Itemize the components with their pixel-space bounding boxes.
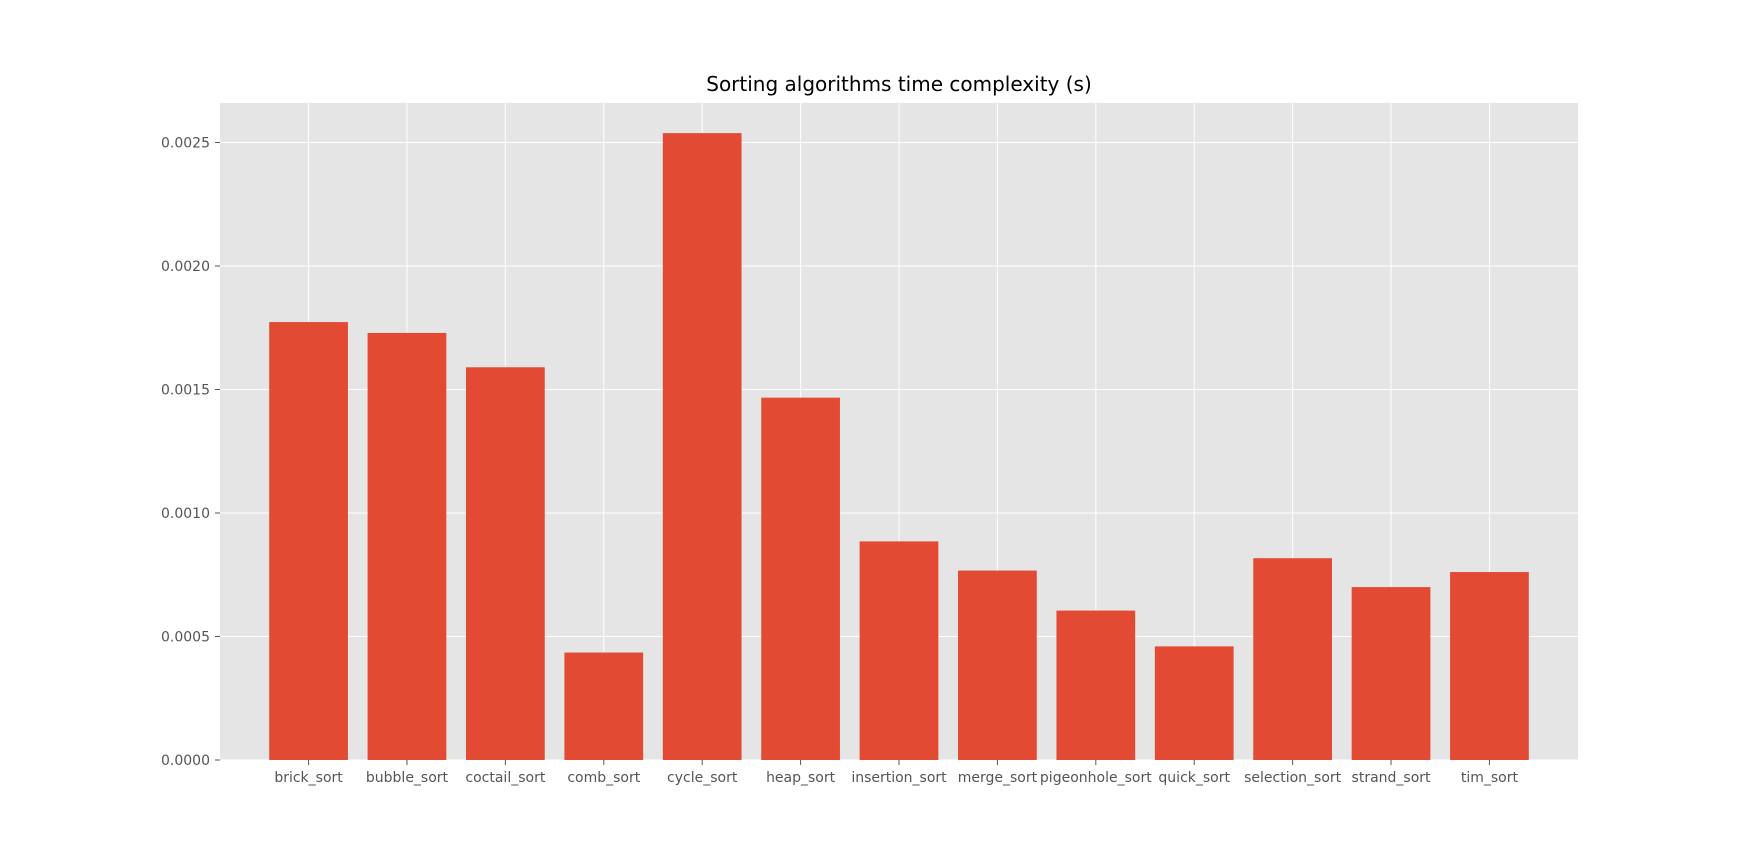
x-tick-label: cycle_sort — [667, 770, 738, 786]
y-tick-label: 0.0020 — [161, 259, 210, 275]
bars — [269, 133, 1529, 761]
chart-title: Sorting algorithms time complexity (s) — [706, 72, 1092, 96]
x-tick-label: selection_sort — [1244, 770, 1342, 786]
x-tick-label: comb_sort — [567, 770, 640, 786]
y-tick-label: 0.0010 — [161, 506, 210, 522]
x-tick-label: tim_sort — [1461, 770, 1519, 786]
bar-selection_sort — [1253, 558, 1332, 760]
y-axis-ticks: 0.0000 0.0005 0.0010 0.0015 0.0020 0.0025 — [161, 136, 220, 769]
x-tick-label: merge_sort — [958, 770, 1038, 786]
x-axis-ticks: brick_sort bubble_sort coctail_sort comb_so… — [274, 760, 1519, 786]
x-tick-label: pigeonhole_sort — [1040, 770, 1152, 786]
x-tick-label: bubble_sort — [366, 770, 449, 786]
x-tick-label: quick_sort — [1158, 770, 1230, 786]
y-tick-label: 0.0000 — [161, 753, 210, 769]
bar-cycle_sort — [662, 133, 742, 761]
bar-heap_sort — [761, 397, 840, 760]
bar-comb_sort — [564, 652, 644, 760]
x-tick-label: coctail_sort — [465, 770, 545, 786]
bar-quick_sort — [1154, 646, 1234, 760]
y-tick-label: 0.0015 — [161, 383, 210, 399]
bar-coctail_sort — [466, 367, 545, 760]
bar-pigeonhole_sort — [1056, 610, 1136, 760]
x-tick-label: brick_sort — [274, 770, 343, 786]
x-tick-label: insertion_sort — [851, 770, 947, 786]
y-tick-label: 0.0005 — [161, 630, 210, 646]
bar-bubble_sort — [367, 332, 447, 760]
bar-tim_sort — [1450, 572, 1529, 760]
x-tick-label: heap_sort — [766, 770, 836, 786]
bar-strand_sort — [1351, 587, 1431, 760]
bar-merge_sort — [958, 570, 1037, 760]
bar-brick_sort — [269, 322, 348, 760]
x-tick-label: strand_sort — [1352, 770, 1431, 786]
y-tick-label: 0.0025 — [161, 136, 210, 152]
bar-insertion_sort — [859, 541, 939, 760]
